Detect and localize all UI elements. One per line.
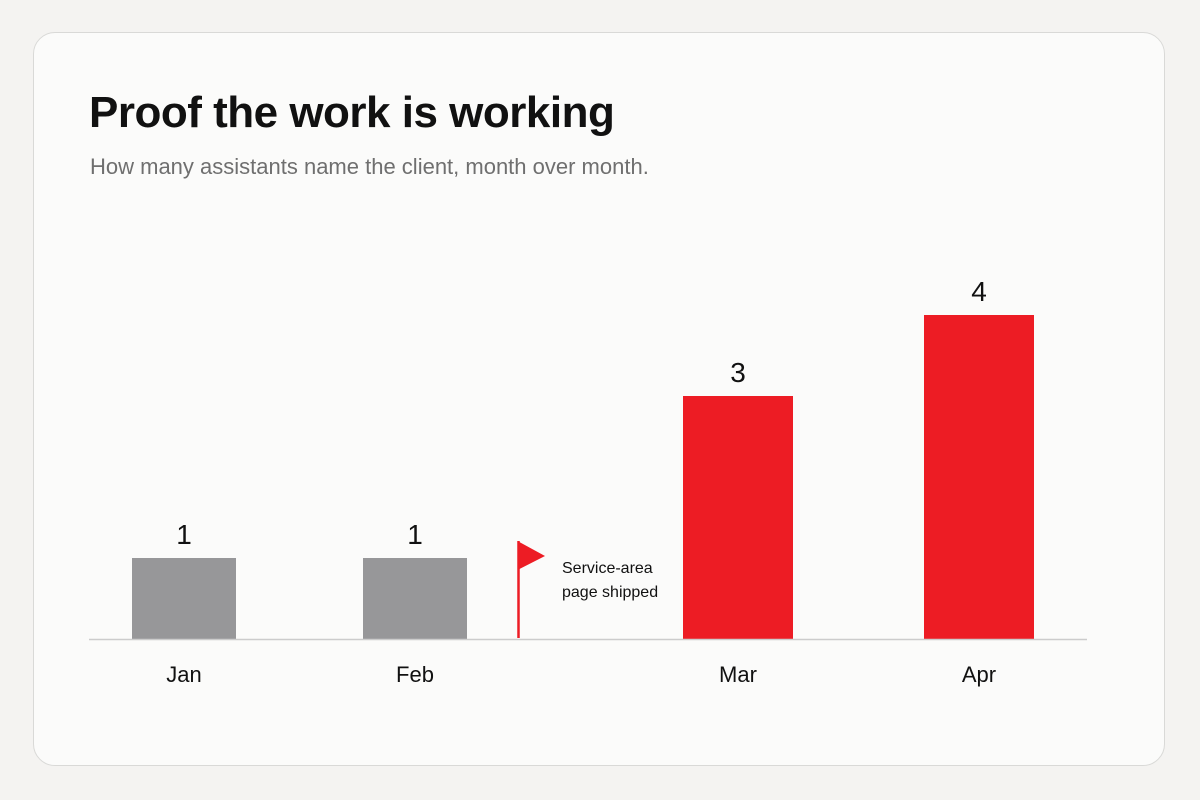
- annotation-text-line-2: page shipped: [562, 584, 658, 601]
- annotation-layer: Service-area page shipped: [517, 541, 658, 638]
- annotation-text-line-1: Service-area: [562, 560, 653, 577]
- chart-title: Proof the work is working: [89, 88, 615, 137]
- flag-icon: [517, 541, 545, 570]
- value-label-mar: 3: [730, 357, 746, 388]
- bar-feb: [363, 558, 467, 639]
- category-label-feb: Feb: [396, 662, 434, 687]
- bar-mar: [683, 396, 793, 639]
- bar-apr: [924, 315, 1034, 639]
- labels-layer: 1 Jan 1 Feb 3 Mar 4 Apr: [166, 276, 996, 687]
- category-label-mar: Mar: [719, 662, 757, 687]
- value-label-feb: 1: [407, 519, 423, 550]
- category-label-jan: Jan: [166, 662, 201, 687]
- bar-jan: [132, 558, 236, 639]
- bars-layer: [132, 315, 1034, 639]
- value-label-apr: 4: [971, 276, 987, 307]
- chart-subtitle: How many assistants name the client, mon…: [90, 154, 649, 179]
- category-label-apr: Apr: [962, 662, 996, 687]
- value-label-jan: 1: [176, 519, 192, 550]
